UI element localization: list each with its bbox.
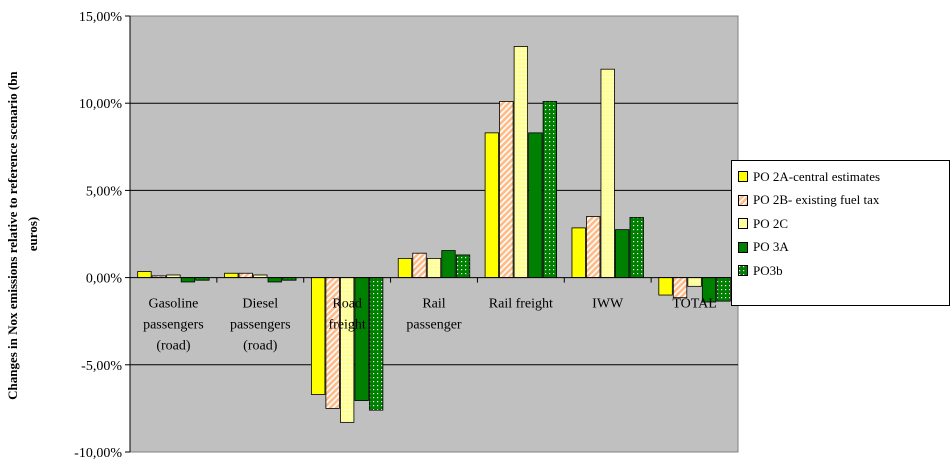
y-tick-label: 15,00% [79,10,123,25]
category-label: Diesel passengers (road) [230,297,291,354]
bar-po-2a-central-estimates [484,132,500,279]
bar-po-2a-central-estimates [571,227,586,278]
bar-po-2c [513,46,529,279]
y-axis-title: Changes in Nox emissions relative to ref… [5,68,40,400]
bar-po-3a [441,250,456,278]
legend-label: PO3b [753,262,783,278]
y-tick-label: 10,00% [79,97,123,112]
bar-po-2b-existing-fuel-tax [672,277,688,299]
bar-po3b [455,254,471,278]
legend-label: PO 3A [753,239,789,255]
bar-po-2b-existing-fuel-tax [238,272,253,278]
bar-po-2c [426,258,442,278]
legend-item: PO3b [738,259,949,283]
category-label: IWW [592,297,624,312]
y-axis-title-line-2: euros) [25,217,40,251]
y-tick-label: 0,00% [86,272,123,287]
category-label: Rail passenger [406,297,462,333]
bar-po-2a-central-estimates [397,258,413,278]
legend-label: PO 2C [753,215,789,231]
category-label: Rail freight [489,297,553,312]
y-tick-label: 5,00% [86,184,123,199]
category-label: TOTAL [672,297,717,312]
y-tick-label: -5,00% [81,359,122,374]
category-label: Gasoline passengers (road) [143,297,204,354]
bar-po-2a-central-estimates [224,272,239,278]
y-tick-label: -10,00% [74,446,122,461]
legend-swatch [738,241,748,253]
bar-po-2b-existing-fuel-tax [499,101,514,278]
bar-po3b [629,217,644,279]
bar-po3b [368,277,384,411]
legend-item: PO 2C [738,212,949,236]
legend-item: PO 2A-central estimates [738,165,949,189]
bar-po-2c [687,277,702,287]
legend-swatch [738,171,748,183]
legend-item: PO 3A [738,236,949,260]
bar-po-2b-existing-fuel-tax [586,216,601,278]
legend-swatch [738,218,748,230]
bar-po-3a [180,277,196,283]
legend-label: PO 2A-central estimates [753,168,881,184]
bar-po-3a [528,132,543,279]
legend-swatch [738,265,748,277]
bar-po-2c [600,68,615,279]
bar-po-3a [267,277,282,283]
bar-po-3a [615,229,630,278]
plot-area [129,15,739,453]
legend-swatch [738,194,748,206]
legend-label: PO 2B- existing fuel tax [753,192,880,208]
y-axis-title-line-1: Changes in Nox emissions relative to ref… [5,71,20,400]
bar-po-2b-existing-fuel-tax [412,252,427,279]
bar-po-2a-central-estimates [658,277,673,296]
bar-po3b [542,101,558,278]
legend-item: PO 2B- existing fuel tax [738,189,949,213]
category-label: Road freight [328,297,365,333]
bar-po3b [716,277,731,302]
bar-po-2a-central-estimates [310,277,326,395]
bar-po-2a-central-estimates [137,271,152,279]
chart-legend: PO 2A-central estimates PO 2B- existing f… [731,160,950,306]
